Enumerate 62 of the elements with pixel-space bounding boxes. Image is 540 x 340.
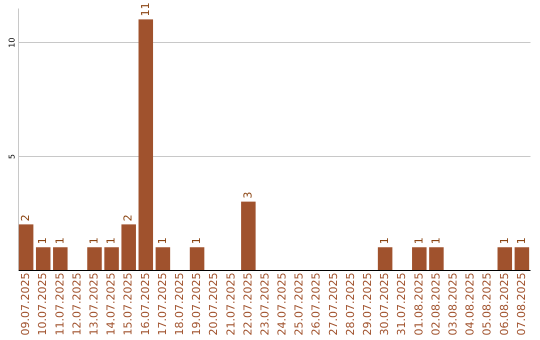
x-tick-label: 13.07.2025 — [88, 272, 100, 336]
x-tick-label: 22.07.2025 — [241, 272, 254, 336]
bar — [138, 19, 154, 270]
data-label: 1 — [88, 237, 100, 244]
x-tick-label: 05.08.2025 — [480, 272, 494, 336]
x-tick-label: 28.07.2025 — [344, 272, 357, 336]
data-label: 2 — [19, 214, 32, 222]
x-tick-label: 01.08.2025 — [412, 272, 426, 336]
x-tick-label: 26.07.2025 — [310, 272, 323, 336]
bar — [190, 247, 204, 270]
bar — [498, 247, 512, 270]
x-tick-label: 23.07.2025 — [258, 272, 272, 336]
x-tick-label: 10.07.2025 — [36, 272, 50, 336]
x-tick-label: 15.07.2025 — [122, 272, 135, 336]
x-tick-label: 25.07.2025 — [292, 272, 306, 336]
bar — [241, 202, 256, 270]
data-label: 1 — [514, 237, 528, 244]
bar — [53, 247, 68, 270]
x-tick-label: 03.08.2025 — [446, 272, 460, 336]
bar — [87, 247, 102, 270]
x-tick-label: 29.07.2025 — [361, 272, 374, 336]
data-label: 3 — [241, 192, 254, 199]
x-tick-label: 09.07.2025 — [19, 272, 32, 336]
x-tick-label: 04.08.2025 — [464, 272, 477, 336]
x-tick-label: 16.07.2025 — [138, 272, 152, 336]
data-label: 1 — [156, 237, 169, 244]
data-label: 1 — [53, 237, 66, 244]
x-tick-label: 20.07.2025 — [207, 272, 220, 336]
data-label: 1 — [498, 237, 511, 244]
data-label: 11 — [138, 2, 152, 16]
x-tick-label: 14.07.2025 — [104, 272, 118, 336]
bar — [378, 247, 392, 270]
data-label: 1 — [104, 237, 118, 244]
data-label: 1 — [378, 237, 392, 244]
x-tick-label: 02.08.2025 — [429, 272, 442, 336]
x-tick-label: 19.07.2025 — [190, 272, 204, 336]
bar — [104, 247, 119, 270]
bar — [429, 247, 444, 270]
data-label: 1 — [412, 237, 426, 244]
bar — [121, 224, 136, 270]
x-tick-label: 07.08.2025 — [514, 272, 528, 336]
data-label: 2 — [122, 214, 135, 222]
x-tick-label: 17.07.2025 — [156, 272, 169, 336]
data-label: 1 — [190, 237, 204, 244]
bar — [514, 247, 530, 270]
x-tick-label: 24.07.2025 — [276, 272, 289, 336]
y-tick-label: 10 — [8, 38, 16, 48]
bar — [156, 247, 170, 270]
x-tick-label: 06.08.2025 — [498, 272, 511, 336]
x-tick-label: 18.07.2025 — [172, 272, 186, 336]
x-tick-label: 30.07.2025 — [378, 272, 392, 336]
x-tick-label: 12.07.2025 — [70, 272, 84, 336]
bar — [36, 247, 50, 270]
x-tick-label: 27.07.2025 — [326, 272, 340, 336]
bar — [18, 224, 34, 270]
bar — [412, 247, 427, 270]
data-label: 1 — [429, 237, 442, 244]
x-tick-label: 11.07.2025 — [53, 272, 66, 336]
x-tick-label: 21.07.2025 — [224, 272, 238, 336]
x-tick-label: 31.07.2025 — [395, 272, 408, 336]
y-tick-label: 5 — [8, 154, 16, 160]
data-label: 1 — [36, 237, 50, 244]
